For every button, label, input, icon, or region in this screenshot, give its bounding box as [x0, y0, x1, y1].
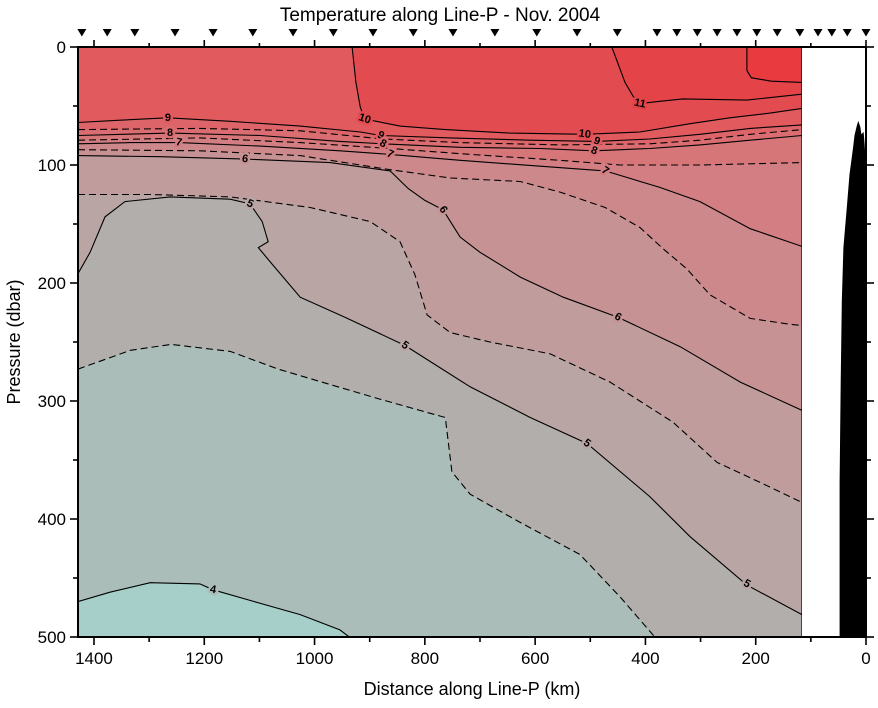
contour-label-10: 10	[578, 128, 592, 142]
contour-line-4.5-dashed	[78, 343, 656, 637]
station-marker	[102, 29, 112, 37]
station-marker	[712, 29, 722, 37]
station-marker	[732, 29, 742, 37]
y-tick-label: 100	[38, 156, 66, 175]
station-marker	[130, 29, 140, 37]
axis-tick-labels: 1400 1200 1000 800 600 400 200 0 0 100 200 300 400 50…	[38, 38, 871, 668]
station-marker	[612, 29, 622, 37]
contour-line-7.5-dashed	[78, 137, 802, 166]
station-marker	[795, 29, 805, 37]
contour-line-8.5-dashed	[78, 127, 802, 146]
contour-line-9-solid	[78, 117, 802, 142]
axis-ticks	[70, 40, 874, 645]
contour-line-7-solid	[78, 142, 802, 247]
station-marker	[77, 29, 87, 37]
contour-label-8: 8	[167, 127, 173, 139]
station-marker	[448, 29, 458, 37]
y-tick-label: 0	[57, 38, 66, 57]
contour-line-6-solid	[78, 155, 802, 411]
y-tick-label: 400	[38, 510, 66, 529]
station-markers	[77, 29, 871, 37]
y-tick-label: 500	[38, 628, 66, 647]
y-tick-label: 200	[38, 274, 66, 293]
station-marker	[827, 29, 837, 37]
x-tick-label: 0	[861, 649, 870, 668]
station-marker	[248, 29, 258, 37]
station-marker	[813, 29, 823, 37]
contour-line-12-solid	[746, 47, 802, 83]
station-marker	[572, 29, 582, 37]
station-marker	[288, 29, 298, 37]
bathymetry-silhouette	[839, 120, 867, 638]
station-marker	[208, 29, 218, 37]
contour-line-5.5-dashed	[78, 193, 802, 503]
station-marker	[861, 29, 871, 37]
station-marker	[328, 29, 338, 37]
contour-lines	[78, 47, 802, 637]
contour-label-11: 11	[633, 97, 647, 111]
station-marker	[752, 29, 762, 37]
station-marker	[368, 29, 378, 37]
contour-line-5-solid	[78, 196, 802, 616]
contour-line-10-solid	[351, 47, 802, 135]
station-marker	[408, 29, 418, 37]
x-tick-label: 600	[521, 649, 549, 668]
x-tick-label: 1200	[185, 649, 223, 668]
station-marker	[772, 29, 782, 37]
station-marker	[170, 29, 180, 37]
x-axis-title: Distance along Line-P (km)	[364, 679, 581, 699]
station-marker	[490, 29, 500, 37]
station-marker	[842, 29, 852, 37]
bathymetry-polygon	[839, 120, 867, 638]
y-tick-label: 300	[38, 392, 66, 411]
station-marker	[532, 29, 542, 37]
band-fill-12	[746, 47, 802, 83]
x-tick-label: 200	[742, 649, 770, 668]
x-tick-label: 800	[411, 649, 439, 668]
x-tick-label: 1000	[296, 649, 334, 668]
station-marker	[672, 29, 682, 37]
station-marker	[652, 29, 662, 37]
contour-line-8-solid	[78, 132, 802, 152]
x-tick-label: 1400	[75, 649, 113, 668]
contour-line-6.5-dashed	[78, 149, 802, 327]
contour-label-9: 9	[165, 112, 171, 124]
y-axis-title: Pressure (dbar)	[4, 279, 24, 404]
station-marker	[692, 29, 702, 37]
contour-fills	[78, 47, 802, 637]
contour-line-4-solid	[78, 582, 350, 637]
chart-title: Temperature along Line-P - Nov. 2004	[280, 5, 601, 26]
contour-line-11-solid	[611, 47, 802, 105]
x-tick-label: 400	[631, 649, 659, 668]
